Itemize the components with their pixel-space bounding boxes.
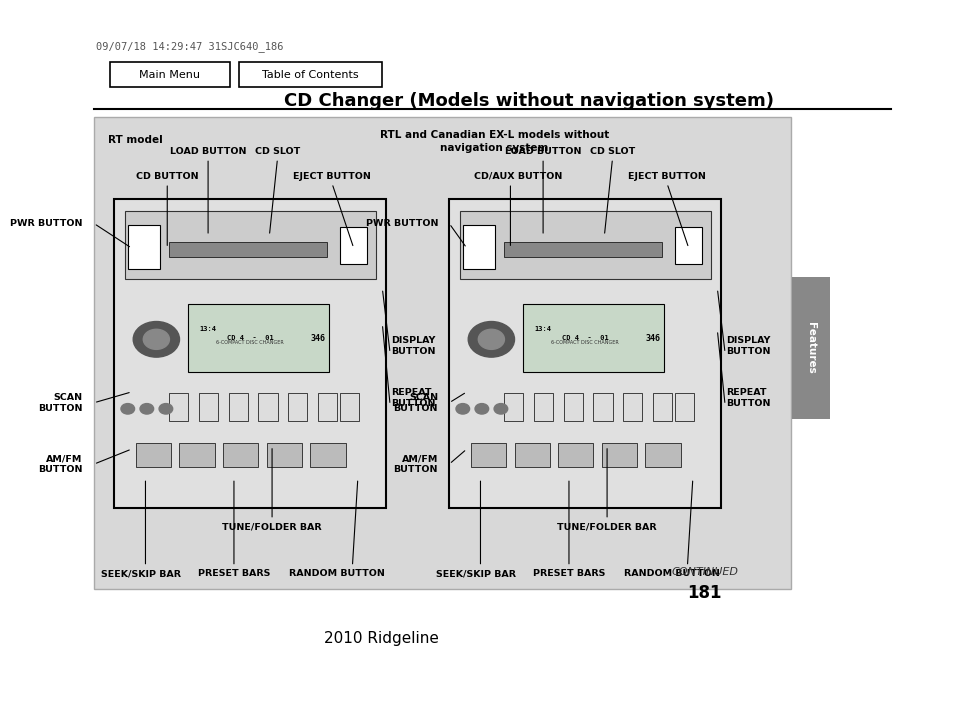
Text: EJECT BUTTON: EJECT BUTTON [627,172,705,180]
Text: EJECT BUTTON: EJECT BUTTON [293,172,371,180]
Bar [169,241,326,257]
Circle shape [494,403,507,414]
Bar [471,443,506,467]
Text: SEEK/SKIP BAR: SEEK/SKIP BAR [436,569,516,578]
Bar [93,117,790,589]
Bar [522,304,663,372]
Text: 346: 346 [645,334,660,343]
Bar [318,393,337,421]
Bar [198,393,217,421]
Bar [503,393,522,421]
Text: SCAN
BUTTON: SCAN BUTTON [38,393,83,413]
Text: SCAN
BUTTON: SCAN BUTTON [394,393,437,413]
Circle shape [477,329,504,349]
FancyBboxPatch shape [110,62,230,87]
Text: LOAD BUTTON: LOAD BUTTON [504,147,580,155]
Bar [791,277,829,419]
Bar [459,211,710,279]
Bar [340,226,367,264]
Text: CD/AUX BUTTON: CD/AUX BUTTON [474,172,562,180]
Bar [179,443,214,467]
Text: TUNE/FOLDER BAR: TUNE/FOLDER BAR [557,523,657,531]
Text: REPEAT
BUTTON: REPEAT BUTTON [391,388,436,408]
Text: 09/07/18 14:29:47 31SJC640_186: 09/07/18 14:29:47 31SJC640_186 [95,40,283,52]
Text: CD 4  -  01: CD 4 - 01 [227,335,274,342]
Text: Features: Features [805,322,815,373]
Bar [340,393,359,421]
Text: TUNE/FOLDER BAR: TUNE/FOLDER BAR [222,523,321,531]
Bar [229,393,248,421]
Text: 6-COMPACT DISC CHANGER: 6-COMPACT DISC CHANGER [216,340,284,345]
Bar [135,443,172,467]
Text: LOAD BUTTON: LOAD BUTTON [170,147,246,155]
Text: DISPLAY
BUTTON: DISPLAY BUTTON [391,337,436,356]
Circle shape [456,403,469,414]
Text: 181: 181 [687,584,721,602]
Circle shape [140,403,153,414]
Text: CD SLOT: CD SLOT [254,147,300,155]
Bar [114,199,386,508]
Text: CD Changer (Models without navigation system): CD Changer (Models without navigation sy… [284,92,774,110]
Bar [223,443,258,467]
Bar [644,443,679,467]
Bar [601,443,637,467]
Bar [288,393,307,421]
Text: PWR BUTTON: PWR BUTTON [365,219,437,228]
Text: 6-COMPACT DISC CHANGER: 6-COMPACT DISC CHANGER [551,340,618,345]
Bar [169,393,188,421]
Text: SEEK/SKIP BAR: SEEK/SKIP BAR [101,569,181,578]
Bar [514,443,549,467]
Text: REPEAT
BUTTON: REPEAT BUTTON [725,388,770,408]
Text: RANDOM BUTTON: RANDOM BUTTON [624,569,720,578]
Bar [653,393,672,421]
Text: PWR BUTTON: PWR BUTTON [10,219,83,228]
Text: 346: 346 [311,334,326,343]
Bar [310,443,345,467]
Bar [675,393,694,421]
Text: RANDOM BUTTON: RANDOM BUTTON [289,569,385,578]
Text: CD 4  -  01: CD 4 - 01 [561,335,608,342]
Circle shape [475,403,488,414]
Bar [675,226,701,264]
Bar [266,443,302,467]
Circle shape [468,322,514,357]
Bar [462,225,495,269]
Bar [449,199,720,508]
Bar [533,393,552,421]
Text: RT model: RT model [108,135,162,145]
Circle shape [121,403,134,414]
Circle shape [159,403,172,414]
Text: AM/FM
BUTTON: AM/FM BUTTON [394,454,437,474]
Text: CD BUTTON: CD BUTTON [135,172,198,180]
Text: PRESET BARS: PRESET BARS [532,569,604,578]
Text: 13:4: 13:4 [199,325,216,332]
Bar [128,225,160,269]
Bar [125,211,375,279]
Text: 13:4: 13:4 [534,325,551,332]
Bar [188,304,329,372]
Text: AM/FM
BUTTON: AM/FM BUTTON [38,454,83,474]
Bar [622,393,641,421]
Text: 2010 Ridgeline: 2010 Ridgeline [324,631,438,647]
Bar [593,393,612,421]
Bar [563,393,582,421]
Text: DISPLAY
BUTTON: DISPLAY BUTTON [725,337,770,356]
Bar [558,443,593,467]
Bar [503,241,660,257]
Text: RTL and Canadian EX-L models without
navigation system: RTL and Canadian EX-L models without nav… [379,130,609,153]
Bar [258,393,277,421]
Text: PRESET BARS: PRESET BARS [197,569,270,578]
FancyBboxPatch shape [238,62,381,87]
Circle shape [133,322,179,357]
Text: Table of Contents: Table of Contents [262,70,358,80]
Text: Main Menu: Main Menu [139,70,200,80]
Text: CD SLOT: CD SLOT [589,147,635,155]
Text: CONTINUED: CONTINUED [671,567,738,577]
Circle shape [143,329,170,349]
